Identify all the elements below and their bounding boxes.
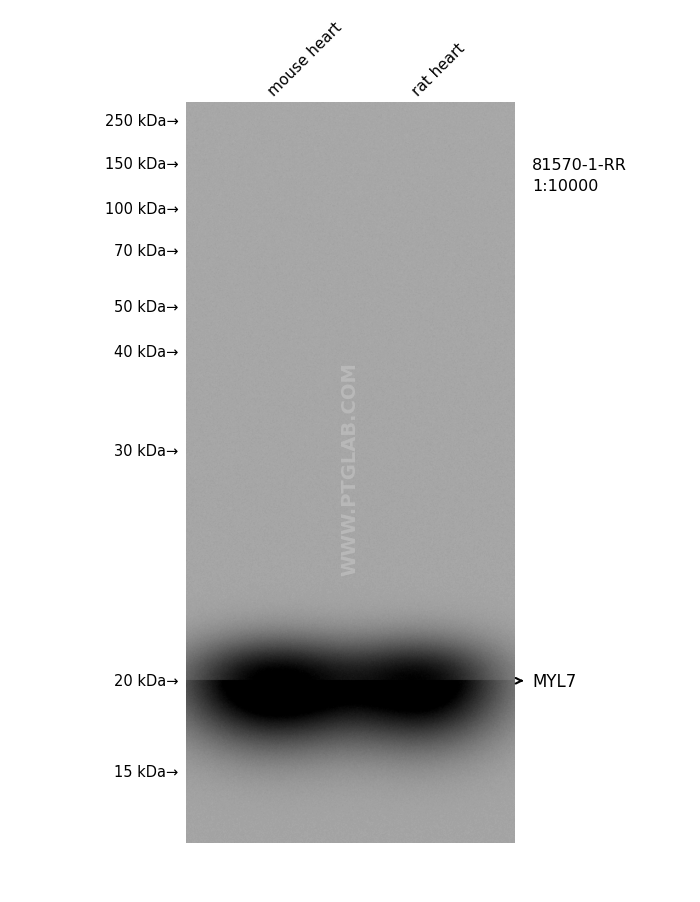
Text: 20 kDa→: 20 kDa→ [114,674,178,688]
Text: 50 kDa→: 50 kDa→ [114,299,178,314]
Text: 150 kDa→: 150 kDa→ [105,157,178,171]
Text: 70 kDa→: 70 kDa→ [114,244,178,258]
Text: WWW.PTGLAB.COM: WWW.PTGLAB.COM [340,363,360,575]
Text: 250 kDa→: 250 kDa→ [105,115,178,129]
Text: 15 kDa→: 15 kDa→ [114,764,178,778]
Text: 30 kDa→: 30 kDa→ [114,444,178,458]
Text: mouse heart: mouse heart [266,20,345,99]
Text: 81570-1-RR
1:10000: 81570-1-RR 1:10000 [532,158,627,194]
Text: 40 kDa→: 40 kDa→ [114,345,178,359]
Text: MYL7: MYL7 [532,672,576,690]
Text: 100 kDa→: 100 kDa→ [105,202,178,216]
Text: rat heart: rat heart [410,41,468,99]
